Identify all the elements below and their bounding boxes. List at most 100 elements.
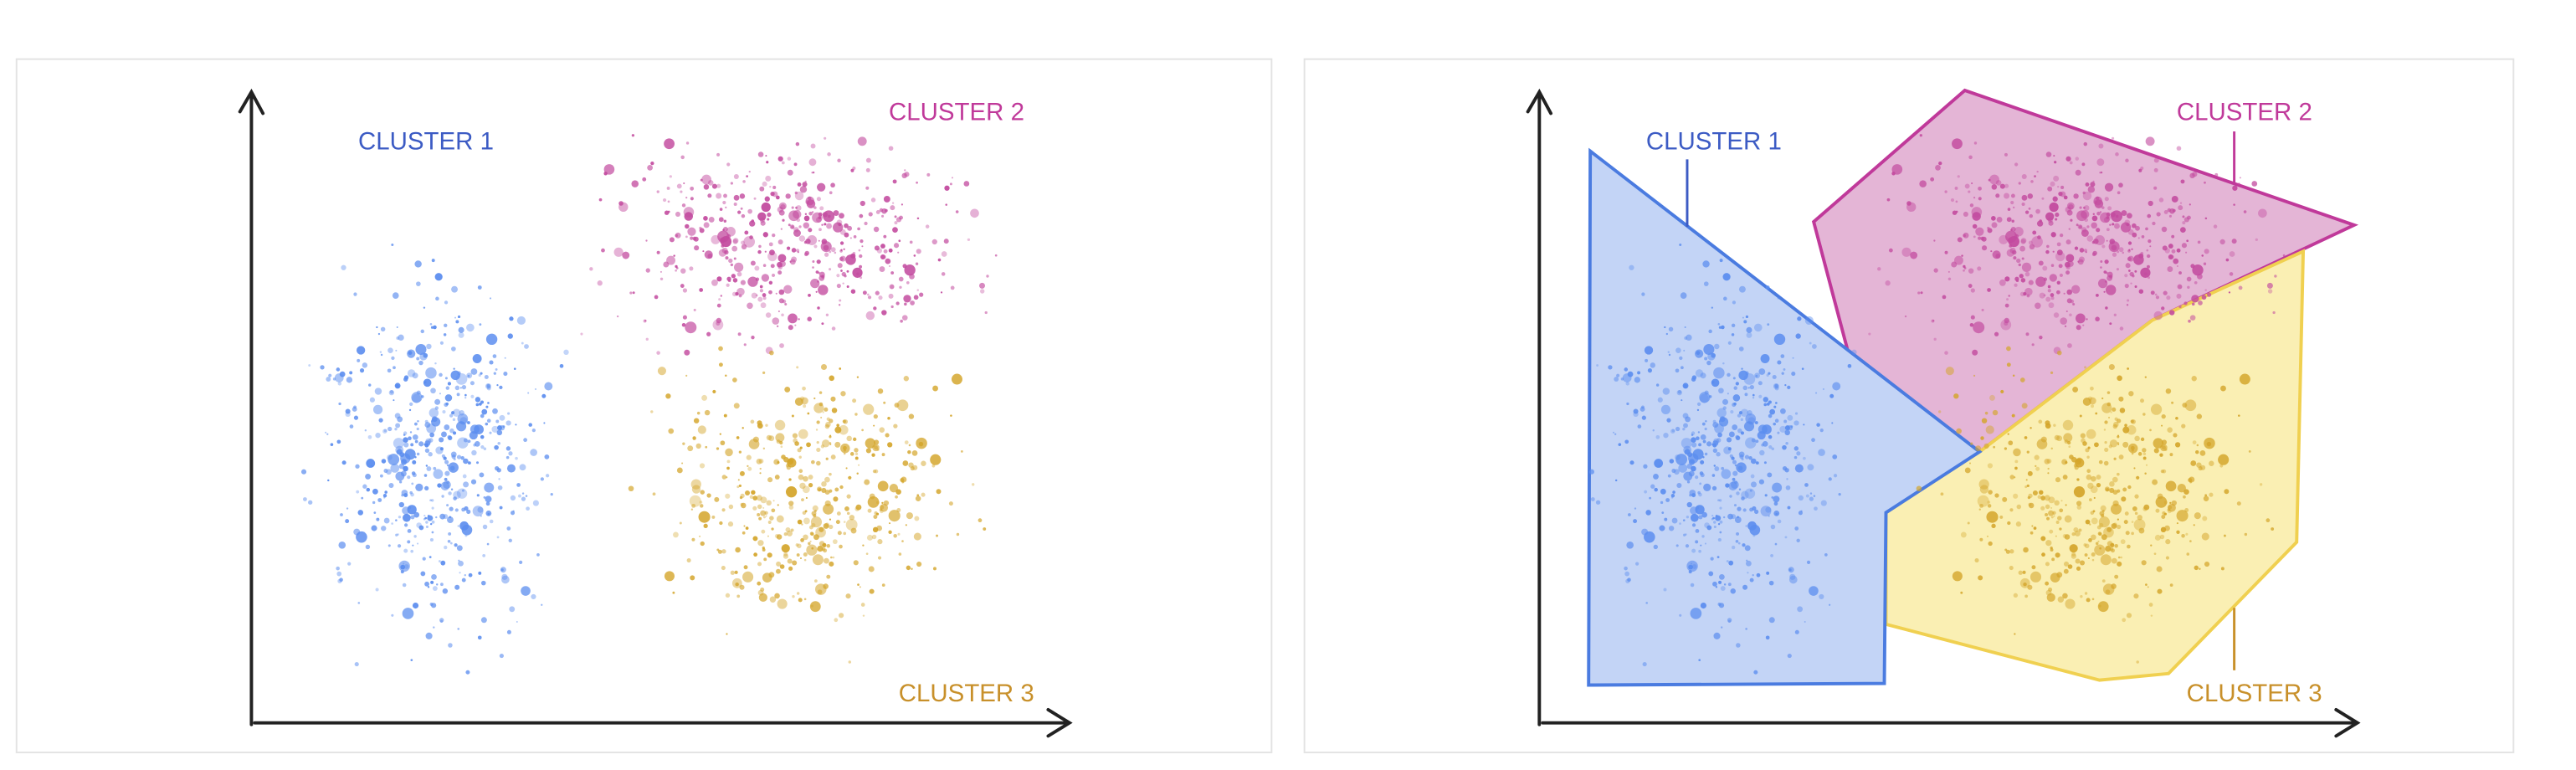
point [1990,250,1993,253]
point [2108,416,2111,419]
point [2019,274,2024,279]
point [2147,213,2152,218]
point [391,522,393,525]
point [2194,512,2201,520]
point [813,534,819,541]
point [796,366,799,369]
point [1801,367,1804,370]
point [876,525,883,531]
point [2127,241,2132,245]
point [2009,244,2013,248]
point [1711,474,1716,477]
point [1695,540,1699,544]
point [2169,453,2173,457]
point [2027,584,2033,590]
point [2107,206,2112,211]
point [2127,249,2131,253]
point [808,475,813,480]
point [1944,351,1948,355]
point [439,393,441,395]
point [1977,495,1989,507]
point [762,548,766,552]
point [1698,659,1701,662]
point [326,377,331,382]
point [1688,570,1692,574]
y-axis [1526,88,1553,726]
point [895,495,898,499]
point [1751,458,1757,465]
point [536,553,540,557]
point [332,377,336,381]
point [774,475,780,480]
point [2161,413,2166,419]
point [746,454,752,460]
point [808,196,812,201]
point [1985,425,1994,434]
point [414,260,422,268]
point [1755,374,1758,377]
point [845,467,848,470]
point [1686,463,1692,470]
point [738,484,741,488]
point [2011,413,2015,418]
point [2070,300,2075,304]
point [411,482,414,485]
point [800,538,804,542]
point [788,313,798,324]
point [1715,586,1718,588]
point [2091,517,2098,525]
point [456,488,468,499]
point [903,295,911,303]
point [848,475,852,480]
point [506,629,511,634]
point [1963,266,1967,270]
point [2045,512,2049,516]
point [2105,285,2117,295]
point [2114,417,2118,421]
point [403,523,408,527]
point [743,236,756,248]
point [2122,487,2127,492]
point [770,264,775,269]
point [354,662,359,667]
point [1711,515,1714,517]
point [2090,386,2094,391]
point [2095,542,2099,546]
point [757,562,762,567]
point [2191,376,2197,382]
point [1975,227,1984,236]
point [1633,408,1639,414]
point [2055,477,2061,483]
point [810,143,816,149]
point [1901,247,1911,257]
point [2076,325,2081,331]
point [337,382,342,386]
point [413,535,417,538]
point [631,180,639,187]
point [2131,521,2134,523]
point [921,460,926,466]
point [2167,266,2173,272]
point [760,587,765,592]
point [2066,289,2073,295]
point [1981,236,1987,242]
point [2121,496,2127,502]
point [2218,454,2230,465]
point [892,179,897,184]
point [2013,493,2019,499]
point [1711,352,1716,358]
point [2181,534,2185,538]
point [452,408,461,418]
point [804,510,808,513]
point [403,548,408,553]
point [1660,488,1666,495]
point [795,141,800,146]
point [833,496,839,502]
point [1713,438,1720,444]
point [1688,470,1695,477]
point [400,570,404,574]
point [810,516,823,528]
point [2048,510,2055,516]
point [447,434,452,439]
point [2043,294,2046,297]
